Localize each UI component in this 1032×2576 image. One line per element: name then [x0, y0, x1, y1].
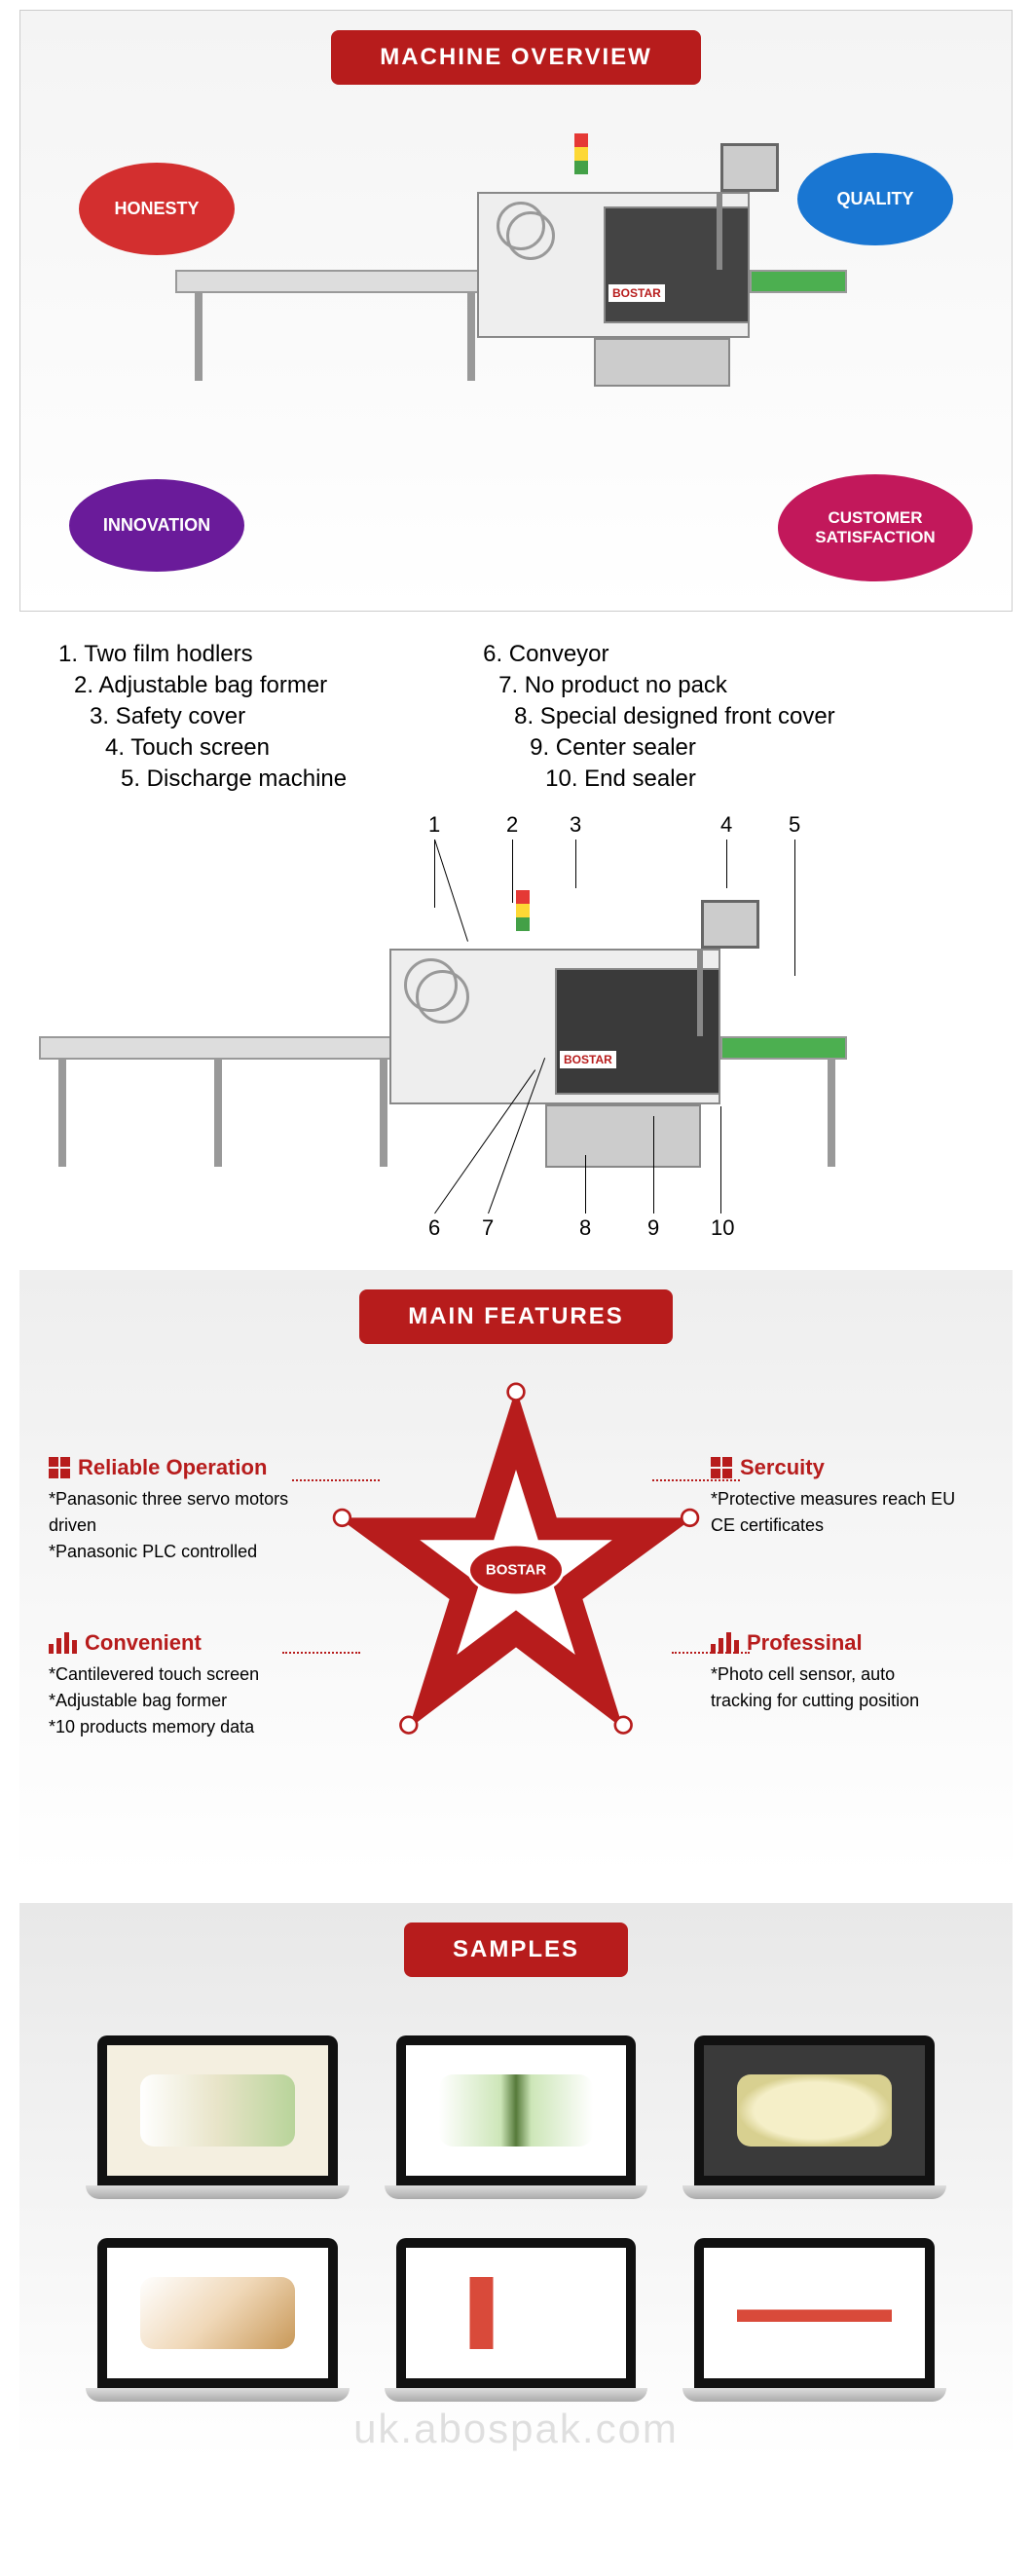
feature-line: CE certificates: [711, 1512, 983, 1539]
part-item: 3. Safety cover: [58, 703, 347, 730]
bars-icon: [711, 1632, 739, 1654]
features-section: MAIN FEATURES BOSTAR Reliable Operation …: [19, 1270, 1013, 1874]
feature-line: *Protective measures reach EU: [711, 1486, 983, 1512]
feature-line: *Photo cell sensor, auto: [711, 1661, 983, 1688]
callout-4: 4: [720, 812, 732, 838]
parts-diagram: 1 2 3 4 5: [39, 812, 993, 1241]
feature-reliable: Reliable Operation *Panasonic three serv…: [49, 1455, 321, 1565]
part-item: 1. Two film hodlers: [58, 641, 347, 668]
feature-body: *Cantilevered touch screen *Adjustable b…: [49, 1661, 321, 1740]
part-item: 2. Adjustable bag former: [58, 672, 347, 699]
parts-col-right: 6. Conveyor 7. No product no pack 8. Spe…: [483, 641, 835, 793]
sample-item: [396, 2238, 637, 2402]
feature-title-text: Reliable Operation: [78, 1455, 267, 1480]
sample-item: [97, 2238, 338, 2402]
part-item: 8. Special designed front cover: [483, 703, 835, 730]
sample-item: [694, 2238, 935, 2402]
grid-icon: [49, 1457, 70, 1478]
callout-8: 8: [579, 1215, 591, 1241]
samples-title: SAMPLES: [404, 1923, 628, 1977]
overview-title: MACHINE OVERVIEW: [331, 30, 701, 85]
parts-section: 1. Two film hodlers 2. Adjustable bag fo…: [0, 621, 1032, 1241]
features-title: MAIN FEATURES: [359, 1289, 673, 1344]
oval-customer: CUSTOMER SATISFACTION: [778, 474, 973, 581]
sample-item: [396, 2035, 637, 2199]
part-item: 10. End sealer: [483, 765, 835, 793]
samples-grid: [39, 1997, 993, 2441]
package-graphic: [140, 2277, 295, 2349]
part-item: 9. Center sealer: [483, 734, 835, 762]
parts-list: 1. Two film hodlers 2. Adjustable bag fo…: [0, 621, 1032, 812]
callout-9: 9: [647, 1215, 659, 1241]
machine-image-overview: BOSTAR: [175, 124, 857, 396]
bars-icon: [49, 1632, 77, 1654]
feature-professional: Professinal *Photo cell sensor, auto tra…: [711, 1630, 983, 1714]
package-graphic: [140, 2074, 295, 2147]
overview-body: HONESTY QUALITY INNOVATION CUSTOMER SATI…: [40, 124, 992, 591]
callout-3: 3: [570, 812, 581, 838]
callout-2: 2: [506, 812, 518, 838]
feature-security: Sercuity *Protective measures reach EU C…: [711, 1455, 983, 1539]
package-graphic: [439, 2074, 594, 2147]
feature-title-text: Convenient: [85, 1630, 202, 1656]
feature-body: *Protective measures reach EU CE certifi…: [711, 1486, 983, 1539]
brand-label-1: BOSTAR: [608, 284, 665, 302]
callout-7: 7: [482, 1215, 494, 1241]
part-item: 4. Touch screen: [58, 734, 347, 762]
feature-line: *Panasonic PLC controlled: [49, 1539, 321, 1565]
feature-title: Sercuity: [711, 1455, 983, 1480]
brand-label-2: BOSTAR: [560, 1051, 616, 1068]
part-item: 6. Conveyor: [483, 641, 835, 668]
callout-5: 5: [789, 812, 800, 838]
feature-line: tracking for cutting position: [711, 1688, 983, 1714]
callout-10: 10: [711, 1215, 734, 1241]
feature-title: Convenient: [49, 1630, 321, 1656]
overview-header-row: MACHINE OVERVIEW: [40, 30, 992, 85]
feature-title-text: Sercuity: [740, 1455, 825, 1480]
part-item: 7. No product no pack: [483, 672, 835, 699]
feature-line: *Panasonic three servo motors driven: [49, 1486, 321, 1539]
feature-title-text: Professinal: [747, 1630, 863, 1656]
grid-icon: [711, 1457, 732, 1478]
star-center-label: BOSTAR: [467, 1543, 565, 1596]
parts-col-left: 1. Two film hodlers 2. Adjustable bag fo…: [58, 641, 347, 793]
callout-1: 1: [428, 812, 440, 838]
sample-item: [97, 2035, 338, 2199]
overview-section: MACHINE OVERVIEW HONESTY QUALITY INNOVAT…: [19, 10, 1013, 612]
part-item: 5. Discharge machine: [58, 765, 347, 793]
feature-line: *10 products memory data: [49, 1714, 321, 1740]
samples-header-row: SAMPLES: [39, 1923, 993, 1977]
feature-convenient: Convenient *Cantilevered touch screen *A…: [49, 1630, 321, 1740]
feature-line: *Adjustable bag former: [49, 1688, 321, 1714]
package-graphic: [737, 2277, 892, 2349]
feature-body: *Photo cell sensor, auto tracking for cu…: [711, 1661, 983, 1714]
features-header-row: MAIN FEATURES: [39, 1289, 993, 1344]
sample-item: [694, 2035, 935, 2199]
feature-title: Professinal: [711, 1630, 983, 1656]
package-graphic: [737, 2074, 892, 2147]
package-graphic: [439, 2277, 594, 2349]
oval-innovation: INNOVATION: [69, 479, 244, 572]
feature-line: *Cantilevered touch screen: [49, 1661, 321, 1688]
star-graphic: BOSTAR: [331, 1377, 701, 1747]
feature-body: *Panasonic three servo motors driven *Pa…: [49, 1486, 321, 1565]
callout-6: 6: [428, 1215, 440, 1241]
samples-section: SAMPLES uk.abospak.com: [19, 1903, 1013, 2460]
feature-title: Reliable Operation: [49, 1455, 321, 1480]
machine-image-parts: BOSTAR: [39, 890, 915, 1202]
